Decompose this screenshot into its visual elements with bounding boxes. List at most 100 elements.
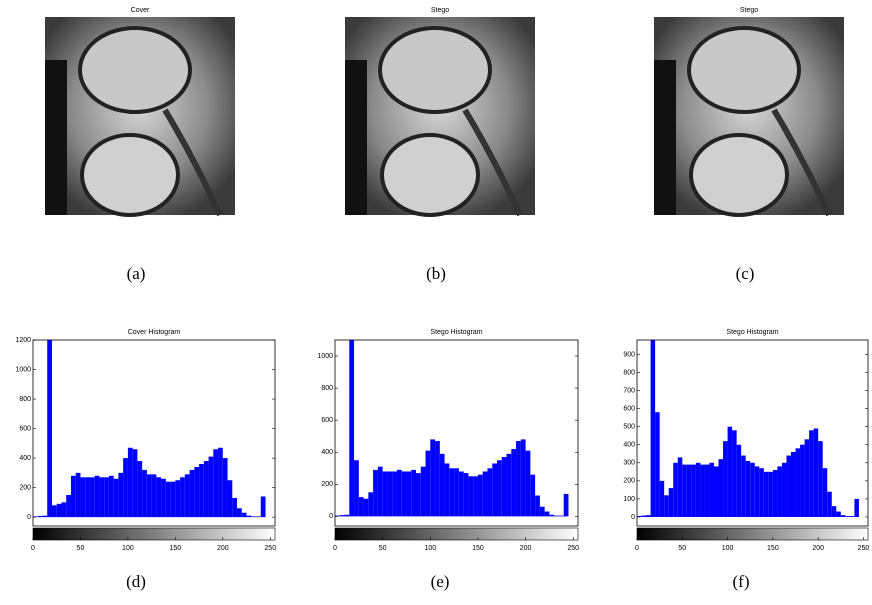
bar xyxy=(840,515,846,517)
bar xyxy=(363,498,369,517)
caption: (a) xyxy=(127,264,146,283)
bar xyxy=(156,477,162,518)
caption: (d) xyxy=(126,572,146,591)
bar xyxy=(430,439,436,517)
bar xyxy=(682,464,687,517)
bar xyxy=(549,514,555,517)
bar xyxy=(377,466,383,517)
bar xyxy=(723,441,728,517)
chart-title: Stego Histogram xyxy=(430,329,482,336)
bone xyxy=(378,26,492,114)
y-tick-label: 0 xyxy=(329,513,333,520)
mri-image xyxy=(654,17,844,217)
y-tick-label: 0 xyxy=(631,514,635,521)
bar xyxy=(246,515,252,518)
bar xyxy=(189,469,195,518)
bar xyxy=(260,496,266,518)
bar xyxy=(165,481,171,518)
bar xyxy=(646,515,651,517)
x-tick-label: 100 xyxy=(122,545,134,552)
bar xyxy=(349,340,355,517)
bar xyxy=(741,455,746,517)
bar xyxy=(444,463,450,517)
x-tick-label: 200 xyxy=(217,545,229,552)
bar xyxy=(56,503,62,518)
bar xyxy=(241,512,247,518)
bar xyxy=(759,468,764,517)
y-tick-label: 300 xyxy=(623,460,635,467)
image-title: Stego xyxy=(431,7,449,14)
bar xyxy=(709,462,714,517)
bar xyxy=(203,461,209,518)
bar xyxy=(439,453,445,517)
bar xyxy=(161,478,166,518)
bar xyxy=(477,474,483,517)
caption: (e) xyxy=(431,572,450,591)
bar xyxy=(108,475,114,518)
plot-frame xyxy=(334,339,579,527)
bar xyxy=(831,506,837,517)
bar xyxy=(127,447,133,518)
bar xyxy=(777,466,782,517)
bar xyxy=(745,460,751,517)
bar xyxy=(650,340,656,517)
bar xyxy=(718,459,724,517)
bar xyxy=(373,469,378,517)
bar xyxy=(768,471,773,517)
bar xyxy=(516,441,521,517)
bar xyxy=(218,447,223,518)
y-tick-label: 500 xyxy=(623,424,635,431)
bar xyxy=(763,471,769,517)
bar xyxy=(66,495,71,518)
bar xyxy=(339,515,345,517)
y-tick-label: 200 xyxy=(321,481,333,488)
bar xyxy=(170,481,176,518)
bar xyxy=(659,480,665,517)
x-tick-label: 150 xyxy=(170,545,182,552)
bar xyxy=(33,516,38,518)
mri-image xyxy=(345,17,535,217)
bar xyxy=(714,466,719,517)
bar xyxy=(482,471,488,517)
bar xyxy=(104,477,109,518)
bars xyxy=(637,340,859,517)
bar xyxy=(668,488,674,517)
bar xyxy=(47,340,52,518)
x-tick-label: 50 xyxy=(77,545,85,552)
x-tick-label: 100 xyxy=(722,545,734,552)
bar xyxy=(506,453,512,517)
caption: (c) xyxy=(736,264,755,283)
bar xyxy=(251,516,257,518)
tissue xyxy=(462,108,523,217)
bar xyxy=(89,477,95,518)
bar xyxy=(700,464,705,517)
bar xyxy=(425,450,431,517)
bar xyxy=(344,514,350,517)
x-tick-label: 150 xyxy=(767,545,779,552)
x-tick-label: 0 xyxy=(333,545,337,552)
y-tick-label: 0 xyxy=(27,514,31,521)
y-tick-label: 1000 xyxy=(15,366,31,373)
bone xyxy=(687,26,801,114)
bar xyxy=(691,464,696,517)
bar xyxy=(511,449,517,517)
y-tick-label: 1200 xyxy=(15,337,31,344)
bar xyxy=(781,462,787,517)
bar xyxy=(497,460,502,517)
bone xyxy=(78,26,192,114)
bar xyxy=(335,515,340,517)
colorbar xyxy=(32,527,276,541)
bar xyxy=(232,497,238,518)
y-tick-label: 100 xyxy=(623,496,635,503)
bar xyxy=(673,462,678,517)
bar xyxy=(137,461,143,518)
bar xyxy=(222,458,228,518)
mri-image xyxy=(45,17,235,217)
tissue xyxy=(771,108,832,217)
bar xyxy=(213,449,219,518)
y-tick-label: 800 xyxy=(19,396,31,403)
bar xyxy=(736,444,742,517)
bar xyxy=(664,495,669,517)
bar xyxy=(199,464,204,518)
bar xyxy=(544,511,550,517)
